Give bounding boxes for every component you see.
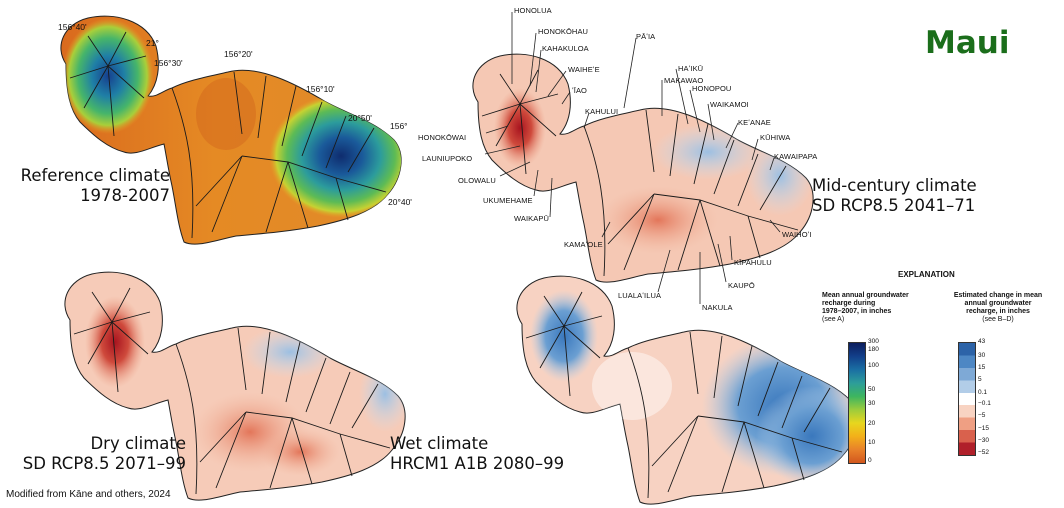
legend-a-tick: 30	[868, 400, 876, 407]
legend-b-heading-line: (see B–D)	[982, 316, 1014, 323]
legend-title: EXPLANATION	[898, 270, 955, 279]
basin-label: HONOLUA	[514, 6, 552, 15]
coord-label: 156°20'	[224, 49, 253, 59]
basin-label: LUALAʻILUA	[618, 291, 662, 300]
legend-b-tick: −30	[978, 437, 990, 444]
caption-line: Reference climate	[20, 166, 170, 185]
mid-century-map	[472, 53, 814, 283]
caption-line: SD RCP8.5 2041–71	[812, 196, 976, 215]
reference-climate-map	[60, 15, 402, 245]
basin-label: NAKULA	[702, 303, 733, 312]
basin-label: KAHAKULOA	[542, 44, 589, 53]
legend-b-tick: 43	[978, 338, 986, 345]
legend-b-colorbar	[958, 342, 976, 456]
basin-label: WAIKAPŪ	[514, 214, 550, 223]
caption-line: 1978-2007	[80, 186, 170, 205]
coord-label: 20°40'	[388, 197, 412, 207]
coord-label: 21°	[146, 38, 159, 48]
basin-label: OLOWALU	[458, 176, 496, 185]
legend-b-heading-line: annual groundwater	[964, 300, 1032, 307]
legend-b-tick: 5	[978, 376, 982, 383]
coord-label: 156°	[390, 121, 408, 131]
coord-label: 20°50'	[348, 113, 372, 123]
legend-a-tick: 300	[868, 338, 879, 345]
basin-label: HONOPOU	[692, 84, 732, 93]
basin-label: ʻĪAO	[572, 86, 587, 95]
caption-line: SD RCP8.5 2071–99	[22, 454, 186, 473]
basin-label: MAKAWAO	[664, 76, 704, 85]
dry-climate-map	[64, 271, 406, 501]
reference-caption: Reference climate 1978-2007	[18, 166, 170, 206]
caption-line: Dry climate	[90, 434, 186, 453]
caption-line: HRCM1 A1B 2080–99	[390, 454, 565, 473]
legend-b-tick: −0.1	[978, 400, 991, 407]
coord-label: 156°30'	[154, 58, 183, 68]
basin-label: KAWAIPAPA	[774, 152, 818, 161]
legend-a-heading-line: Mean annual groundwater	[822, 292, 909, 299]
legend-b-tick: 15	[978, 364, 986, 371]
basin-label: HAʻIKŪ	[678, 64, 704, 73]
dry-caption: Dry climate SD RCP8.5 2071–99	[18, 434, 186, 474]
basin-label: KŪHIWA	[760, 133, 791, 142]
basin-label: KĪPAHULU	[734, 258, 772, 267]
coord-label: 156°40'	[58, 22, 87, 32]
legend-a-tick: 100	[868, 362, 879, 369]
basin-label: KAHULUI	[585, 107, 619, 116]
coord-label: 156°10'	[306, 84, 335, 94]
basin-label: KAUPŌ	[728, 281, 755, 290]
legend-a-tick: 20	[868, 420, 876, 427]
legend-b-tick: 30	[978, 352, 986, 359]
legend-a-tick: 0	[868, 457, 872, 464]
wet-caption: Wet climate HRCM1 A1B 2080–99	[390, 434, 590, 474]
page-title: Maui	[925, 25, 1010, 61]
basin-label: KAMAʻOLE	[564, 240, 603, 249]
legend-a-heading: Mean annual groundwater recharge during …	[822, 292, 932, 324]
basin-label: UKUMEHAME	[483, 196, 533, 205]
basin-label: WAIHOʻI	[782, 230, 812, 239]
basin-label: LAUNIUPOKO	[422, 154, 473, 163]
credit-note: Modified from Kāne and others, 2024	[6, 489, 171, 500]
basin-label: HONOKŌWAI	[418, 133, 467, 142]
legend-b-tick: −52	[978, 449, 990, 456]
legend-b-tick: −5	[978, 412, 986, 419]
legend-a-tick: 180	[868, 346, 879, 353]
mid-century-caption: Mid-century climate SD RCP8.5 2041–71	[812, 176, 1002, 216]
legend-b-heading-line: recharge, in inches	[966, 308, 1030, 315]
basin-label: KEʻANAE	[738, 118, 771, 127]
legend-a-tick: 10	[868, 439, 876, 446]
basin-label: WAIHEʻE	[568, 65, 600, 74]
legend-a-colorbar	[848, 342, 866, 464]
legend-a-heading-line: recharge during	[822, 300, 876, 307]
legend-b-heading-line: Estimated change in mean	[953, 292, 1043, 299]
caption-line: Mid-century climate	[812, 176, 977, 195]
legend-a-heading-line: 1978–2007, in inches	[822, 308, 892, 315]
legend-b-tick: 0.1	[978, 389, 988, 396]
legend-a-heading-line: (see A)	[822, 316, 845, 323]
legend-b-heading: Estimated change in mean annual groundwa…	[935, 292, 1061, 324]
caption-line: Wet climate	[390, 434, 489, 453]
basin-label: WAIKAMOI	[710, 100, 749, 109]
basin-label: PĀʻIA	[636, 32, 656, 41]
basin-label: HONOKŌHAU	[538, 27, 589, 36]
legend-b-tick: −15	[978, 425, 990, 432]
legend-a-tick: 50	[868, 386, 876, 393]
